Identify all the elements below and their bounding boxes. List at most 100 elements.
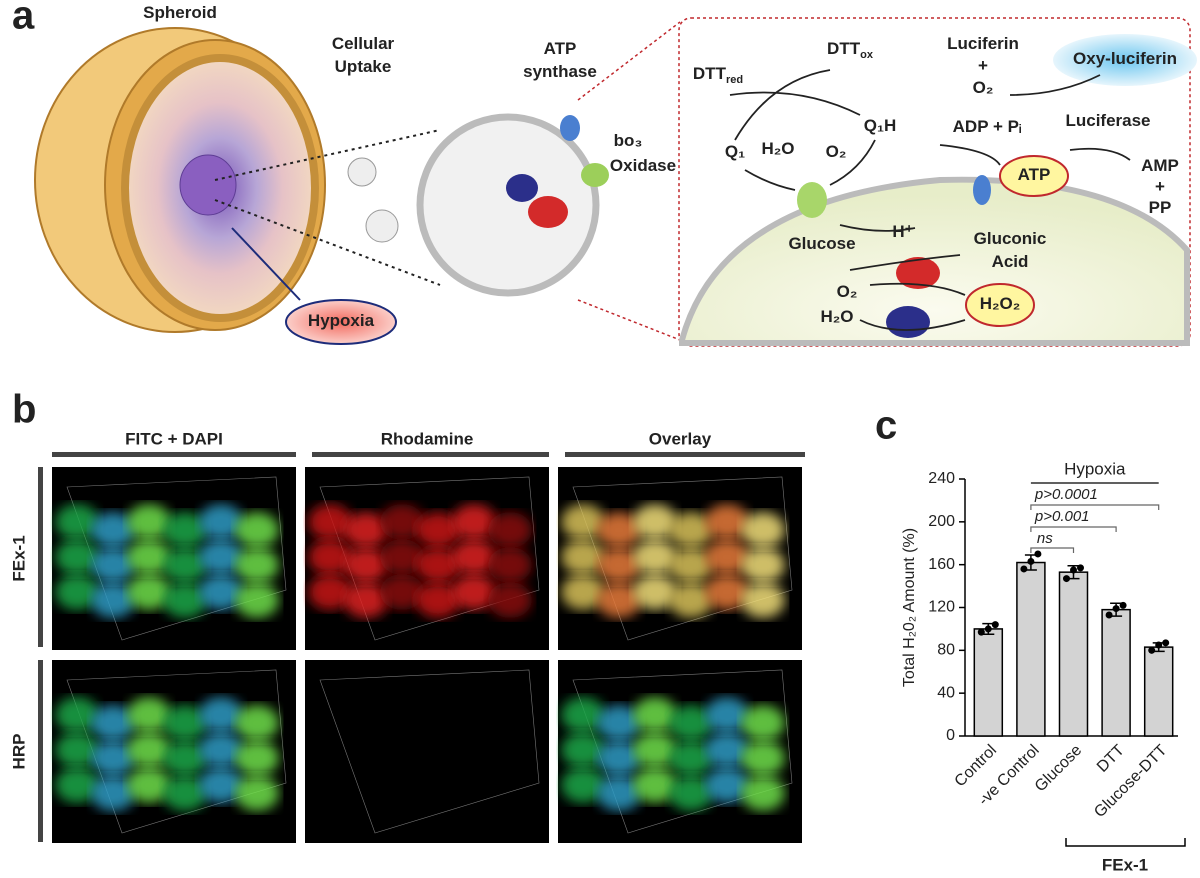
cell-blob (199, 504, 243, 540)
cell-blob (91, 547, 135, 583)
data-point (1148, 646, 1156, 654)
annotation: Hypoxia (1064, 459, 1126, 478)
label-text: DTT (827, 39, 861, 58)
diagram-label: H₂O (761, 139, 794, 158)
cell-blob (597, 705, 641, 741)
diagram-label: Luciferase (1065, 111, 1150, 130)
diagram-label: Gluconic (974, 229, 1047, 248)
cell-blob (669, 512, 713, 548)
cell-blob (597, 775, 641, 811)
diagram-label: Oxidase (610, 156, 676, 175)
cell-blob (127, 574, 171, 610)
cell-blob (127, 732, 171, 768)
diagram-label: O₂ (973, 78, 994, 97)
cell-blob (669, 547, 713, 583)
diagram-label: Acid (992, 252, 1029, 271)
label-text: Acid (992, 252, 1029, 271)
panel-letter: a (12, 0, 35, 38)
label-text: H₂O (761, 139, 794, 158)
cell-blob (235, 775, 279, 811)
image-box (319, 669, 540, 834)
cell-blob (633, 732, 677, 768)
cell-blob (561, 767, 605, 803)
cell-blob (633, 504, 677, 540)
image-panel (305, 660, 549, 843)
cell-blob (199, 767, 243, 803)
cell-blob (488, 547, 532, 583)
cell-blob (741, 582, 785, 618)
cell-blob (452, 504, 496, 540)
cell-blob (741, 547, 785, 583)
data-point (977, 628, 985, 636)
cell-blob (380, 539, 424, 575)
column-title: Rhodamine (381, 429, 474, 448)
cell-blob (235, 705, 279, 741)
data-point (1105, 611, 1113, 619)
label-text: + (978, 56, 988, 75)
cell-blob (55, 767, 99, 803)
y-tick-label: 80 (937, 642, 955, 659)
cell-blob (597, 582, 641, 618)
cell-blob (127, 504, 171, 540)
cell-blob (416, 547, 460, 583)
cell-blob (127, 697, 171, 733)
label-text: ATP (544, 39, 577, 58)
cell-blob (488, 582, 532, 618)
annotation: p>0.0001 (1034, 486, 1098, 503)
data-point (1162, 639, 1170, 647)
cell-blob (163, 582, 207, 618)
label-text: Cellular (332, 34, 395, 53)
panel-letter: c (875, 404, 897, 448)
cell-blob (55, 539, 99, 575)
y-axis-label: Total H₂0₂ Amount (%) (901, 528, 918, 687)
bar (1101, 608, 1131, 737)
y-tick-label: 120 (928, 599, 955, 616)
data-point (991, 621, 999, 629)
cell-blob (344, 547, 388, 583)
diagram-label: ATP (544, 39, 577, 58)
cell-blob (163, 512, 207, 548)
label-text: O₂ (826, 142, 847, 161)
cell-blob (127, 767, 171, 803)
spheroid-illustration (34, 17, 1197, 347)
data-point (1077, 564, 1084, 572)
diagram-label: H⁺ (892, 222, 913, 241)
label-text: Luciferase (1065, 111, 1150, 130)
y-tick-label: 40 (937, 684, 955, 701)
cell-blob (452, 574, 496, 610)
bracket (1030, 547, 1075, 553)
cell-blob (344, 512, 388, 548)
cell-blob (199, 697, 243, 733)
cell-blob (380, 504, 424, 540)
data-point (1063, 575, 1070, 583)
label-text: Q₁H (864, 116, 897, 135)
panel-letter: b (12, 388, 36, 432)
row-title: FEx-1 (9, 535, 28, 581)
column-title: Overlay (649, 429, 712, 448)
cell-blob (597, 547, 641, 583)
diagram-label: DTTox (827, 39, 874, 60)
cell-blob (380, 574, 424, 610)
y-tick-label: 0 (946, 727, 955, 744)
data-point (1020, 565, 1028, 573)
bracket (1030, 526, 1117, 532)
diagram-label: PP (1149, 198, 1172, 217)
microscopy-images (52, 467, 802, 843)
cell-blob (561, 504, 605, 540)
label-text: O₂ (973, 78, 994, 97)
diagram-label: Q₁H (864, 116, 897, 135)
cell-blob (633, 767, 677, 803)
diagram-label: Oxy-luciferin (1073, 49, 1177, 68)
diagram-label: synthase (523, 62, 597, 81)
cell-blob (91, 775, 135, 811)
cell-blob (91, 582, 135, 618)
diagram-label: bo₃ (614, 131, 643, 150)
cell-blob (669, 775, 713, 811)
y-tick-label: 160 (928, 556, 955, 573)
bar (1058, 571, 1089, 737)
cell-blob (741, 705, 785, 741)
diagram-label: Uptake (335, 57, 392, 76)
cell-blob (127, 539, 171, 575)
label-text: ADP + Pᵢ (953, 117, 1022, 136)
cell-blob (344, 582, 388, 618)
